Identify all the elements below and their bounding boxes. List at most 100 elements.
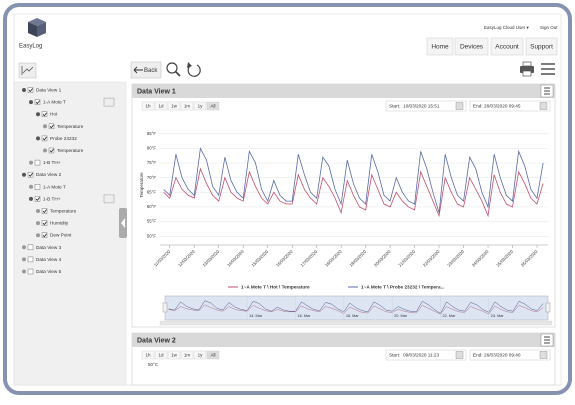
tree-label[interactable]: Dew Point [50, 233, 72, 238]
refresh-button[interactable] [187, 62, 201, 77]
range-label[interactable]: 1y [198, 103, 204, 108]
navigator-handle[interactable] [545, 302, 551, 313]
date-input[interactable] [469, 349, 551, 361]
print-button[interactable] [520, 61, 534, 77]
tree-label[interactable]: Data View 5 [36, 269, 62, 274]
expand-toggle[interactable] [43, 148, 47, 153]
tree-label[interactable]: 1-B TH+ [43, 196, 61, 201]
legend-label[interactable]: 1~A Mote T \ Probe 23232 \ Tempera... [361, 285, 445, 290]
expand-toggle[interactable] [29, 196, 33, 201]
nav-label[interactable]: Home [431, 44, 449, 51]
range-label[interactable]: 1w [171, 103, 178, 108]
range-label[interactable]: 1m [184, 352, 191, 357]
range-label[interactable]: 1d [158, 352, 164, 357]
menu-button[interactable] [541, 63, 555, 75]
tree-label[interactable]: Data View 1 [36, 88, 62, 93]
range-button[interactable] [141, 350, 155, 360]
checkbox[interactable] [41, 111, 48, 117]
checkbox[interactable] [34, 99, 41, 105]
range-label[interactable]: 1w [171, 352, 178, 357]
scrollbar[interactable] [159, 320, 553, 326]
date-value[interactable]: 10/03/2020 15:51 [403, 104, 440, 109]
checkbox[interactable] [34, 196, 41, 202]
expand-toggle[interactable] [43, 124, 47, 129]
nav-label[interactable]: Support [530, 44, 553, 51]
checkbox[interactable] [41, 232, 48, 238]
nav-button[interactable] [426, 37, 454, 56]
calendar-button[interactable] [455, 351, 464, 359]
range-button[interactable] [206, 101, 220, 111]
calendar-button[interactable] [539, 351, 548, 359]
expand-toggle[interactable] [22, 245, 26, 250]
range-label[interactable]: 1h [145, 352, 151, 357]
expand-toggle[interactable] [22, 172, 26, 177]
date-value[interactable]: 26/03/2020 09:45 [484, 104, 521, 109]
range-button[interactable] [154, 101, 168, 111]
checkbox[interactable] [27, 268, 34, 275]
expand-toggle[interactable] [22, 88, 26, 92]
checkbox[interactable] [27, 244, 34, 251]
expand-toggle[interactable] [36, 233, 40, 238]
date-value[interactable]: 26/03/2020 09:40 [484, 353, 521, 358]
range-button[interactable] [167, 101, 181, 111]
checkbox[interactable] [48, 123, 55, 130]
nav-button[interactable] [490, 37, 524, 56]
expand-toggle[interactable] [22, 269, 26, 274]
expand-toggle[interactable] [29, 184, 33, 189]
checkbox[interactable] [34, 159, 41, 166]
tree-label[interactable]: Temperature [50, 209, 77, 214]
checkbox[interactable] [34, 184, 41, 190]
zoom-button[interactable] [166, 62, 181, 77]
range-button[interactable] [180, 101, 194, 111]
checkbox[interactable] [41, 135, 48, 142]
range-button[interactable] [193, 350, 207, 360]
range-label[interactable]: 1d [158, 103, 164, 108]
checkbox[interactable] [27, 171, 34, 178]
tree-label[interactable]: Temperature [57, 124, 84, 129]
tree-label[interactable]: 1-A Mote T [43, 100, 66, 105]
expand-toggle[interactable] [29, 100, 33, 105]
back-button[interactable]: Back [130, 61, 162, 79]
tree-label[interactable]: Probe 23232 [50, 136, 77, 141]
legend-label[interactable]: 1~A Mote T \ Hot \ Temperature [241, 285, 310, 290]
tree-label[interactable]: Humidity [50, 221, 69, 226]
expand-toggle[interactable] [36, 221, 40, 226]
range-button[interactable] [180, 350, 194, 360]
range-label[interactable]: All [210, 352, 215, 357]
calendar-button[interactable] [455, 102, 464, 110]
expand-toggle[interactable] [29, 160, 33, 165]
tree-label[interactable]: Data View 4 [36, 257, 62, 262]
tree-label[interactable]: Data View 2 [36, 172, 62, 177]
expand-toggle[interactable] [22, 257, 26, 262]
expand-toggle[interactable] [36, 209, 40, 213]
nav-button[interactable] [454, 37, 489, 56]
calendar-button[interactable] [539, 102, 548, 110]
nav-label[interactable]: Devices [460, 44, 484, 51]
calendar-button[interactable] [103, 97, 115, 107]
checkbox[interactable] [41, 220, 48, 226]
panel-menu[interactable] [540, 84, 554, 98]
tree-label[interactable]: Temperature [57, 148, 84, 153]
panel-menu[interactable] [540, 333, 554, 347]
expand-toggle[interactable] [36, 112, 40, 117]
range-label[interactable]: All [210, 103, 215, 108]
date-input[interactable] [385, 100, 467, 112]
range-button[interactable] [193, 101, 207, 111]
range-button[interactable] [141, 101, 155, 111]
range-button[interactable] [167, 350, 181, 360]
tree-label[interactable]: 1-A Mote T [43, 184, 66, 189]
checkbox[interactable] [27, 87, 34, 93]
checkbox[interactable] [41, 208, 48, 214]
sidebar-collapse[interactable] [119, 208, 127, 238]
expand-toggle[interactable] [36, 136, 40, 141]
tree-label[interactable]: Data View 3 [36, 245, 62, 250]
range-button[interactable] [206, 350, 220, 360]
nav-label[interactable]: Account [495, 44, 519, 51]
date-input[interactable] [385, 349, 467, 361]
calendar-button[interactable] [103, 194, 115, 204]
range-button[interactable] [154, 350, 168, 360]
date-input[interactable] [469, 100, 551, 112]
tree-label[interactable]: Hot [50, 112, 58, 117]
nav-button[interactable] [525, 37, 558, 56]
checkbox[interactable] [48, 147, 55, 154]
